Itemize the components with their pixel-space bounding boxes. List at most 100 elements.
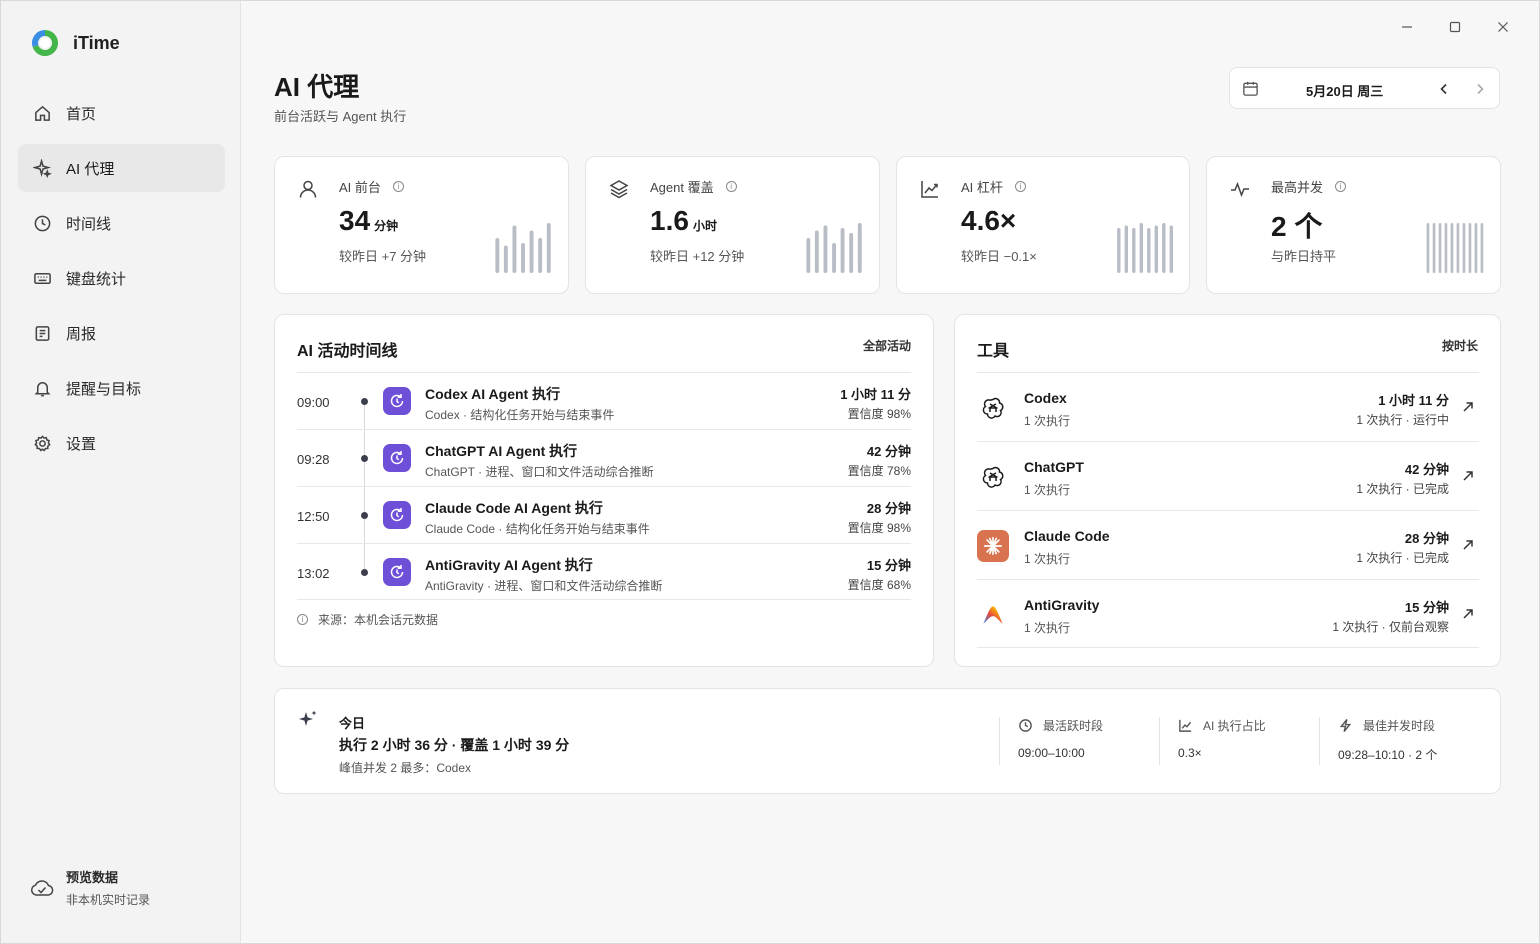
timeline-item[interactable]: 09:28 ChatGPT AI Agent 执行 ChatGPT · 进程、窗… <box>297 429 911 487</box>
timeline-duration: 15 分钟 <box>866 558 911 573</box>
spark-bar <box>1468 223 1472 273</box>
stat-sparkbars <box>1426 223 1484 273</box>
timeline-connector <box>364 401 365 430</box>
openai-icon <box>977 392 1009 424</box>
sparkle-icon <box>299 710 317 726</box>
timeline-connector <box>364 544 365 572</box>
stat-label: AI 杠杆 <box>961 180 1003 195</box>
open-external-icon[interactable] <box>1462 469 1476 483</box>
pulse-icon <box>1229 178 1253 202</box>
stat-sparkbars <box>806 223 862 273</box>
timeline-item[interactable]: 13:02 AntiGravity AI Agent 执行 AntiGravit… <box>297 543 911 600</box>
gear-icon <box>32 433 52 453</box>
spark-bar <box>1462 223 1466 273</box>
timeline-title: Codex AI Agent 执行 <box>425 386 561 402</box>
tool-duration: 1 小时 11 分 <box>1378 393 1449 408</box>
stat-unit: 小时 <box>692 219 717 233</box>
today-label: 今日 <box>339 716 366 731</box>
spark-bar <box>1480 223 1484 273</box>
sparkle-icon <box>32 158 52 178</box>
previous-day-button[interactable] <box>1434 79 1454 99</box>
stat-delta: 与昨日持平 <box>1271 249 1337 264</box>
timeline-confidence: 置信度 98% <box>847 521 911 535</box>
tool-status: 1 次执行 · 已完成 <box>1356 551 1449 565</box>
tool-item-antigravity[interactable]: AntiGravity 1 次执行 15 分钟 1 次执行 · 仅前台观察 <box>977 579 1479 648</box>
bolt-icon <box>1339 718 1352 733</box>
info-icon[interactable]: i <box>392 181 404 192</box>
metric-most-active-period: 最活跃时段 09:00–10:00 <box>999 717 1159 765</box>
spark-bar <box>840 228 845 273</box>
sidebar-item-ai-agent[interactable]: AI 代理 <box>18 144 225 192</box>
spark-bar <box>521 243 525 273</box>
footer-subtitle: 非本机实时记录 <box>66 893 151 907</box>
timeline-item[interactable]: 09:00 Codex AI Agent 执行 Codex · 结构化任务开始与… <box>297 372 911 430</box>
antigravity-icon <box>977 599 1009 631</box>
trend-icon <box>919 178 943 202</box>
all-activity-link[interactable]: 全部活动 <box>862 339 911 353</box>
timeline-subtitle: ChatGPT · 进程、窗口和文件活动综合推断 <box>425 465 654 479</box>
maximize-button[interactable] <box>1431 15 1479 39</box>
tool-item-claude-code[interactable]: Claude Code 1 次执行 28 分钟 1 次执行 · 已完成 <box>977 510 1479 579</box>
sidebar-item-label: 首页 <box>66 105 97 123</box>
tool-status: 1 次执行 · 已完成 <box>1356 482 1449 496</box>
tool-item-chatgpt[interactable]: ChatGPT 1 次执行 42 分钟 1 次执行 · 已完成 <box>977 441 1479 510</box>
open-external-icon[interactable] <box>1462 607 1476 621</box>
sidebar-item-timeline[interactable]: 时间线 <box>18 199 225 247</box>
report-icon <box>32 323 52 343</box>
tool-item-codex[interactable]: Codex 1 次执行 1 小时 11 分 1 次执行 · 运行中 <box>977 372 1479 441</box>
stat-sparkbars <box>1117 223 1173 273</box>
spark-bar <box>823 225 828 273</box>
info-icon[interactable]: i <box>1014 181 1026 192</box>
timeline-duration: 28 分钟 <box>866 501 911 516</box>
sidebar-item-reminders[interactable]: 提醒与目标 <box>18 364 225 412</box>
tool-duration: 15 分钟 <box>1404 600 1449 615</box>
data-source-note: i 来源：本机会话元数据 <box>297 611 438 628</box>
open-external-icon[interactable] <box>1462 400 1476 414</box>
claude-icon <box>977 530 1009 562</box>
spark-bar <box>1432 223 1436 273</box>
stat-delta: 较昨日 +12 分钟 <box>650 249 745 264</box>
tool-run-count: 1 次执行 <box>1024 414 1071 428</box>
stat-card-agent-coverage: Agent 覆盖 i 1.6 小时 较昨日 +12 分钟 <box>585 156 880 294</box>
next-day-button[interactable] <box>1470 79 1490 99</box>
tools-list: Codex 1 次执行 1 小时 11 分 1 次执行 · 运行中 ChatGP… <box>977 372 1479 648</box>
close-button[interactable] <box>1479 15 1527 39</box>
spark-bar <box>1426 223 1430 273</box>
timeline-item[interactable]: 12:50 Claude Code AI Agent 执行 Claude Cod… <box>297 486 911 544</box>
stat-delta: 较昨日 −0.1× <box>961 249 1037 264</box>
tools-card: 工具 按时长 Codex 1 次执行 1 小时 11 分 1 次执行 · 运行中… <box>954 314 1501 667</box>
timeline-time: 12:50 <box>297 509 330 524</box>
app-name: iTime <box>73 32 120 53</box>
sidebar-nav: 首页 AI 代理 时间线 键盘统计 周报 提醒与目标 <box>18 89 225 474</box>
metric-label: AI 执行占比 <box>1203 719 1266 733</box>
timeline-list: 09:00 Codex AI Agent 执行 Codex · 结构化任务开始与… <box>297 372 911 600</box>
tool-duration: 28 分钟 <box>1404 531 1449 546</box>
sidebar-item-settings[interactable]: 设置 <box>18 419 225 467</box>
clock-icon <box>32 213 52 233</box>
tool-name: AntiGravity <box>1024 597 1100 613</box>
timeline-confidence: 置信度 98% <box>847 407 911 421</box>
sidebar-item-weekly-report[interactable]: 周报 <box>18 309 225 357</box>
agent-run-icon <box>383 387 411 415</box>
stat-card-ai-leverage: AI 杠杆 i 4.6× 较昨日 −0.1× <box>896 156 1190 294</box>
cloud-check-icon <box>29 875 55 901</box>
home-icon <box>32 103 52 123</box>
date-picker[interactable]: 5月20日 周三 <box>1229 67 1500 109</box>
sort-by-duration-button[interactable]: 按时长 <box>1441 339 1478 353</box>
timeline-subtitle: Codex · 结构化任务开始与结束事件 <box>425 408 615 422</box>
data-source-text: 来源：本机会话元数据 <box>318 613 439 627</box>
open-external-icon[interactable] <box>1462 538 1476 552</box>
trend-icon <box>1179 719 1192 732</box>
minimize-button[interactable] <box>1383 15 1431 39</box>
sidebar-item-keyboard[interactable]: 键盘统计 <box>18 254 225 302</box>
spark-bar <box>1169 225 1173 273</box>
stat-value: 4.6× <box>961 205 1017 236</box>
sidebar-item-home[interactable]: 首页 <box>18 89 225 137</box>
stat-card-ai-foreground: AI 前台 i 34 分钟 较昨日 +7 分钟 <box>274 156 569 294</box>
tool-duration: 42 分钟 <box>1404 462 1449 477</box>
metric-ai-execution-ratio: AI 执行占比 0.3× <box>1159 717 1319 765</box>
info-icon[interactable]: i <box>725 181 737 192</box>
info-icon[interactable]: i <box>1335 181 1347 192</box>
spark-bar <box>1474 223 1478 273</box>
